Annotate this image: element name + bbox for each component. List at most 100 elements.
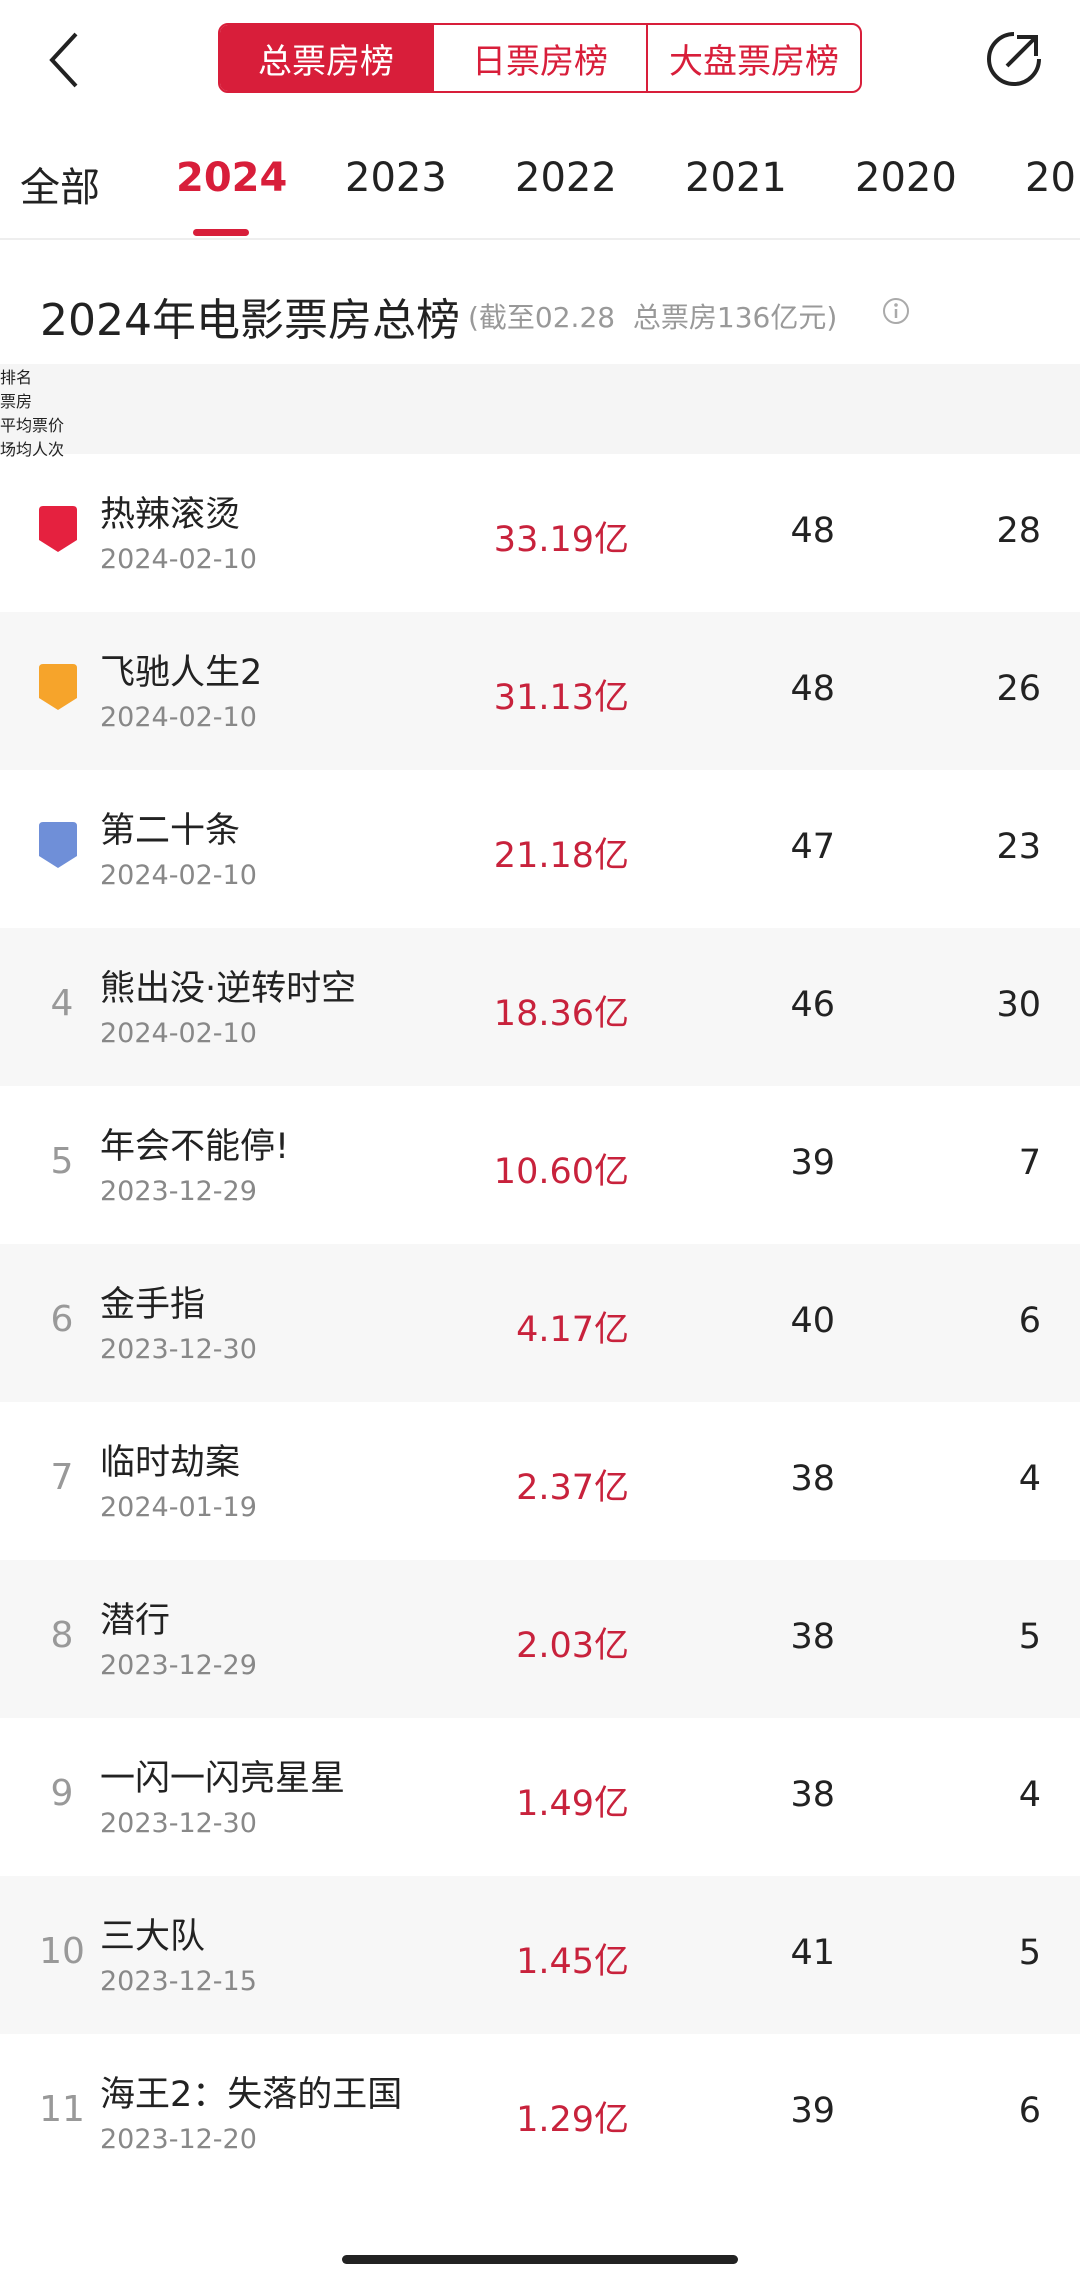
- box-office: 10.60亿: [493, 1152, 629, 1192]
- avg-price: 38: [790, 1775, 835, 1815]
- movie-title: 海王2：失落的王国: [100, 2075, 403, 2115]
- tab[interactable]: 总票房榜: [220, 25, 432, 91]
- release-date: 2023-12-30: [100, 1808, 257, 1839]
- release-date: 2024-02-10: [100, 702, 257, 733]
- rank: 7: [50, 1457, 74, 1498]
- avg-price: 46: [790, 985, 835, 1025]
- box-office: 4.17亿: [516, 1310, 629, 1350]
- release-date: 2024-02-10: [100, 860, 257, 891]
- rank: 4: [50, 983, 74, 1024]
- rank-badge: 1: [39, 506, 77, 552]
- release-date: 2024-02-10: [100, 1018, 257, 1049]
- year-tab[interactable]: 2022: [515, 155, 617, 201]
- movie-row[interactable]: 6 金手指 2023-12-30 4.17亿 40 6: [0, 1244, 1080, 1402]
- avg-price: 48: [790, 511, 835, 551]
- release-date: 2024-02-10: [100, 544, 257, 575]
- rank-badge: 2: [39, 664, 77, 710]
- year-tab[interactable]: 2024: [176, 155, 288, 201]
- avg-price: 39: [790, 2091, 835, 2131]
- avg-attendance: 28: [996, 511, 1041, 551]
- column-header: 排名: [0, 368, 33, 387]
- year-tab[interactable]: 2019: [1025, 155, 1080, 201]
- release-date: 2024-01-19: [100, 1492, 257, 1523]
- avg-price: 48: [790, 669, 835, 709]
- avg-attendance: 6: [1018, 2091, 1041, 2131]
- movie-row[interactable]: 7 临时劫案 2024-01-19 2.37亿 38 4: [0, 1402, 1080, 1560]
- release-date: 2023-12-30: [100, 1334, 257, 1365]
- movie-title: 三大队: [100, 1917, 206, 1957]
- tab[interactable]: 日票房榜: [432, 25, 646, 91]
- year-tab[interactable]: 2023: [345, 155, 447, 201]
- movie-row[interactable]: 1 热辣滚烫 2024-02-10 33.19亿 48 28: [0, 454, 1080, 612]
- avg-attendance: 23: [996, 827, 1041, 867]
- back-button[interactable]: [44, 30, 84, 90]
- box-office: 1.29亿: [516, 2100, 629, 2140]
- home-indicator: [342, 2255, 738, 2264]
- year-tab[interactable]: 2020: [855, 155, 957, 201]
- avg-price: 41: [790, 1933, 835, 1973]
- tab[interactable]: 大盘票房榜: [646, 25, 860, 91]
- avg-price: 38: [790, 1617, 835, 1657]
- rank-badge: 3: [39, 822, 77, 868]
- rank: 8: [50, 1615, 74, 1656]
- movie-row[interactable]: 10 三大队 2023-12-15 1.45亿 41 5: [0, 1876, 1080, 2034]
- movie-row[interactable]: 11 海王2：失落的王国 2023-12-20 1.29亿 39 6: [0, 2034, 1080, 2192]
- rank: 6: [50, 1299, 74, 1340]
- avg-price: 38: [790, 1459, 835, 1499]
- avg-price: 40: [790, 1301, 835, 1341]
- avg-attendance: 7: [1018, 1143, 1041, 1183]
- avg-attendance: 5: [1018, 1617, 1041, 1657]
- share-button[interactable]: [985, 30, 1043, 88]
- box-office: 2.37亿: [516, 1468, 629, 1508]
- column-header: 场均人次: [0, 440, 65, 459]
- movie-title: 第二十条: [100, 811, 241, 851]
- movie-row[interactable]: 4 熊出没·逆转时空 2024-02-10 18.36亿 46 30: [0, 928, 1080, 1086]
- rank: 10: [39, 1931, 85, 1972]
- avg-attendance: 26: [996, 669, 1041, 709]
- avg-attendance: 6: [1018, 1301, 1041, 1341]
- avg-attendance: 4: [1018, 1775, 1041, 1815]
- movie-title: 飞驰人生2: [100, 653, 263, 693]
- movie-title: 一闪一闪亮星星: [100, 1759, 346, 1799]
- column-header: 平均票价: [0, 416, 65, 435]
- avg-price: 47: [790, 827, 835, 867]
- list-title: 2024年电影票房总榜: [40, 295, 460, 346]
- rank: 5: [50, 1141, 74, 1182]
- box-office: 2.03亿: [516, 1626, 629, 1666]
- table-header: 排名票房平均票价场均人次: [0, 364, 1080, 459]
- movie-title: 热辣滚烫: [100, 495, 241, 535]
- box-office: 31.13亿: [493, 678, 629, 718]
- box-office: 21.18亿: [493, 836, 629, 876]
- avg-attendance: 30: [996, 985, 1041, 1025]
- avg-price: 39: [790, 1143, 835, 1183]
- movie-row[interactable]: 8 潜行 2023-12-29 2.03亿 38 5: [0, 1560, 1080, 1718]
- movie-title: 临时劫案: [100, 1443, 241, 1483]
- rank: 9: [50, 1773, 74, 1814]
- movie-row[interactable]: 5 年会不能停! 2023-12-29 10.60亿 39 7: [0, 1086, 1080, 1244]
- release-date: 2023-12-29: [100, 1176, 257, 1207]
- list-subtitle: (截至02.28 总票房136亿元): [468, 301, 838, 334]
- box-office: 18.36亿: [493, 994, 629, 1034]
- avg-attendance: 5: [1018, 1933, 1041, 1973]
- box-office: 1.49亿: [516, 1784, 629, 1824]
- movie-row[interactable]: 9 一闪一闪亮星星 2023-12-30 1.49亿 38 4: [0, 1718, 1080, 1876]
- column-header: 票房: [0, 392, 33, 411]
- movie-row[interactable]: 2 飞驰人生2 2024-02-10 31.13亿 48 26: [0, 612, 1080, 770]
- year-tab[interactable]: 2021: [685, 155, 787, 201]
- avg-attendance: 4: [1018, 1459, 1041, 1499]
- movie-title: 金手指: [100, 1285, 206, 1325]
- divider: [0, 238, 1080, 240]
- movie-row[interactable]: 3 第二十条 2024-02-10 21.18亿 47 23: [0, 770, 1080, 928]
- year-tab[interactable]: 全部: [20, 165, 100, 211]
- movie-title: 熊出没·逆转时空: [100, 969, 357, 1009]
- rank: 11: [39, 2089, 85, 2130]
- box-office: 1.45亿: [516, 1942, 629, 1982]
- movie-title: 潜行: [100, 1601, 171, 1641]
- movie-title: 年会不能停!: [100, 1127, 290, 1167]
- release-date: 2023-12-20: [100, 2124, 257, 2155]
- info-icon[interactable]: [881, 296, 911, 326]
- tab-group: 总票房榜 日票房榜 大盘票房榜: [218, 23, 862, 93]
- release-date: 2023-12-29: [100, 1650, 257, 1681]
- tab-indicator: [193, 229, 249, 236]
